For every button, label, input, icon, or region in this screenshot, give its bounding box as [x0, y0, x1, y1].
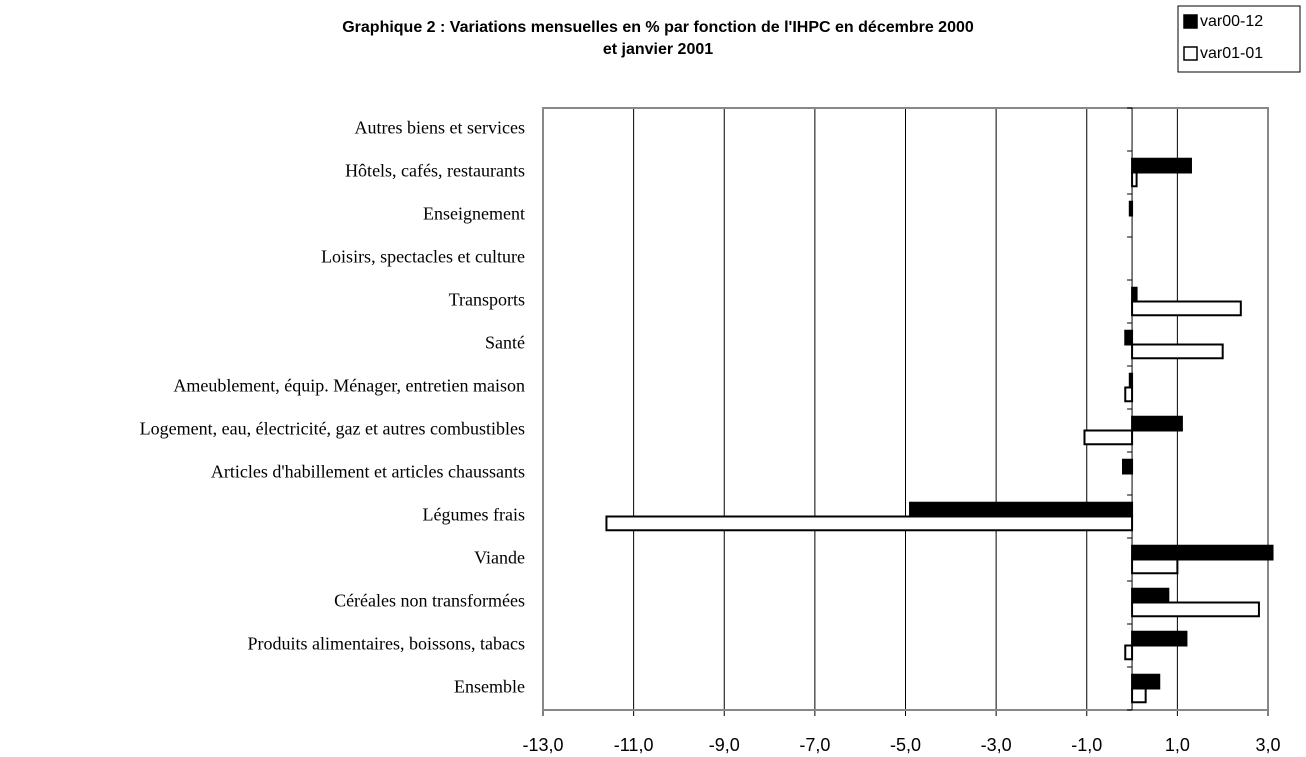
- x-tick-label: 1,0: [1165, 735, 1190, 755]
- bar: [1128, 200, 1134, 217]
- bar: [1131, 157, 1192, 174]
- x-tick-label: -1,0: [1071, 735, 1102, 755]
- x-tick-label: -9,0: [709, 735, 740, 755]
- bar: [1122, 458, 1134, 475]
- y-tick-label: Céréales non transformées: [334, 591, 525, 611]
- legend-label: var01-01: [1200, 45, 1263, 62]
- bar: [1128, 372, 1134, 389]
- bar: [1131, 544, 1274, 561]
- y-tick-label: Légumes frais: [423, 505, 525, 525]
- bar: [1131, 630, 1188, 647]
- legend-swatch: [1183, 46, 1198, 61]
- bar: [1124, 386, 1134, 403]
- y-tick-label: Ensemble: [454, 677, 525, 697]
- legend-swatch: [1183, 14, 1198, 29]
- chart-title: Graphique 2 : Variations mensuelles en %…: [342, 19, 974, 36]
- bar: [1131, 687, 1147, 704]
- legend-box: [1177, 5, 1301, 73]
- legend-label: var00-12: [1200, 13, 1263, 30]
- bar: [1131, 286, 1138, 303]
- bar: [909, 501, 1134, 518]
- x-tick-label: -11,0: [614, 735, 654, 755]
- bar: [1131, 171, 1138, 188]
- y-tick-label: Ameublement, équip. Ménager, entretien m…: [173, 376, 525, 396]
- chart-subtitle: et janvier 2001: [603, 41, 713, 58]
- bar: [1131, 601, 1260, 618]
- x-tick-label: 3,0: [1255, 735, 1280, 755]
- y-tick-label: Autres biens et services: [355, 118, 525, 138]
- bar: [1131, 300, 1242, 317]
- y-tick-label: Loisirs, spectacles et culture: [321, 247, 525, 267]
- x-tick-label: -3,0: [981, 735, 1012, 755]
- x-tick-label: -5,0: [890, 735, 921, 755]
- bar: [605, 515, 1134, 532]
- y-tick-label: Santé: [485, 333, 525, 353]
- bar: [1131, 415, 1183, 432]
- plot-frame: [542, 107, 1269, 711]
- bar: [1083, 429, 1134, 446]
- x-tick-label: -13,0: [522, 735, 563, 755]
- x-tick-label: -7,0: [799, 735, 830, 755]
- bar: [1131, 558, 1179, 575]
- y-tick-label: Articles d'habillement et articles chaus…: [211, 462, 525, 482]
- y-tick-label: Logement, eau, électricité, gaz et autre…: [140, 419, 525, 439]
- y-tick-label: Transports: [449, 290, 525, 310]
- y-tick-label: Produits alimentaires, boissons, tabacs: [248, 634, 525, 654]
- bar: [1131, 343, 1224, 360]
- y-tick-label: Viande: [474, 548, 525, 568]
- bar: [1131, 673, 1161, 690]
- bar: [1131, 587, 1170, 604]
- y-tick-label: Hôtels, cafés, restaurants: [345, 161, 525, 181]
- bar: [1124, 329, 1134, 346]
- y-tick-label: Enseignement: [423, 204, 525, 224]
- bar: [1124, 644, 1134, 661]
